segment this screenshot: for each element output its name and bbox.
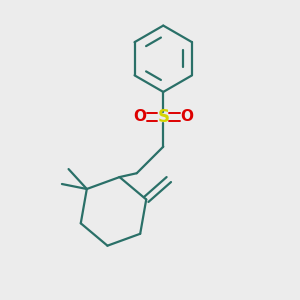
Text: O: O (181, 109, 194, 124)
Text: O: O (133, 109, 146, 124)
Text: S: S (157, 108, 169, 126)
